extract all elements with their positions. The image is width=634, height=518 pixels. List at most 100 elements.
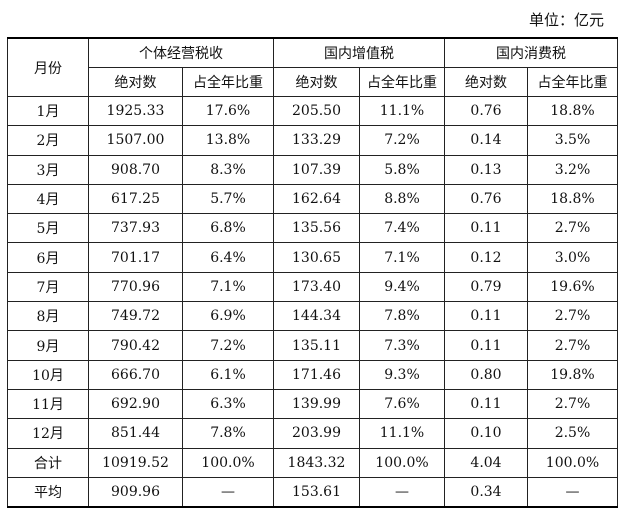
table-row: 8月 749.72 6.9% 144.34 7.8% 0.11 2.7%: [7, 301, 618, 332]
vat-share-cell: 7.2%: [359, 125, 445, 156]
individual-share-cell: 6.1%: [182, 359, 274, 390]
header-sub-absolute: 绝对数: [273, 67, 360, 97]
vat-absolute-cell: 135.56: [273, 213, 360, 244]
vat-absolute-cell: 107.39: [273, 154, 360, 185]
consumption-absolute-cell: 0.34: [444, 476, 528, 509]
consumption-absolute-cell: 0.11: [444, 301, 528, 332]
consumption-absolute-cell: 0.76: [444, 183, 528, 215]
individual-share-cell: 8.3%: [182, 154, 274, 185]
header-group-domestic-consumption-tax: 国内消费税: [444, 37, 618, 68]
month-cell: 12月: [7, 418, 89, 449]
individual-share-cell: 6.4%: [182, 242, 274, 273]
individual-share-cell: 6.8%: [182, 213, 274, 244]
vat-absolute-cell: 130.65: [273, 242, 360, 273]
monthly-tax-table: 月份 个体经营税收 国内增值税 国内消费税 绝对数 占全年比重 绝对数 占全年比…: [7, 37, 618, 509]
header-month: 月份: [7, 37, 89, 97]
table-body: 1月 1925.33 17.6% 205.50 11.1% 0.76 18.8% 2月 1507…: [7, 95, 618, 509]
month-cell: 5月: [7, 213, 89, 244]
vat-absolute-cell: 205.50: [273, 95, 360, 127]
individual-absolute-cell: 1925.33: [88, 95, 183, 127]
month-cell: 7月: [7, 271, 89, 303]
vat-share-cell: 9.4%: [359, 271, 445, 303]
vat-share-cell: 7.1%: [359, 242, 445, 273]
table-row: 12月 851.44 7.8% 203.99 11.1% 0.10 2.5%: [7, 418, 618, 449]
consumption-share-cell: 19.8%: [527, 359, 618, 390]
table-row: 11月 692.90 6.3% 139.99 7.6% 0.11 2.7%: [7, 388, 618, 420]
consumption-absolute-cell: 0.14: [444, 125, 528, 156]
consumption-share-cell: 2.7%: [527, 301, 618, 332]
month-cell: 3月: [7, 154, 89, 185]
consumption-absolute-cell: 0.11: [444, 330, 528, 361]
month-cell: 8月: [7, 301, 89, 332]
consumption-share-cell: 3.5%: [527, 125, 618, 156]
table-row: 4月 617.25 5.7% 162.64 8.8% 0.76 18.8%: [7, 183, 618, 215]
month-cell: 9月: [7, 330, 89, 361]
individual-absolute-cell: 737.93: [88, 213, 183, 244]
table-row: 合计 10919.52 100.0% 1843.32 100.0% 4.04 100.0%: [7, 447, 618, 478]
vat-share-cell: 11.1%: [359, 418, 445, 449]
vat-absolute-cell: 139.99: [273, 388, 360, 420]
vat-share-cell: —: [359, 476, 445, 509]
individual-absolute-cell: 749.72: [88, 301, 183, 332]
vat-share-cell: 5.8%: [359, 154, 445, 185]
month-cell: 6月: [7, 242, 89, 273]
consumption-share-cell: 18.8%: [527, 183, 618, 215]
consumption-absolute-cell: 0.11: [444, 388, 528, 420]
consumption-absolute-cell: 0.80: [444, 359, 528, 390]
month-cell: 平均: [7, 476, 89, 509]
table-row: 9月 790.42 7.2% 135.11 7.3% 0.11 2.7%: [7, 330, 618, 361]
vat-absolute-cell: 153.61: [273, 476, 360, 509]
month-cell: 10月: [7, 359, 89, 390]
month-cell: 合计: [7, 447, 89, 478]
consumption-share-cell: 2.7%: [527, 330, 618, 361]
header-group-individual-business-tax: 个体经营税收: [88, 37, 274, 68]
table-row: 平均 909.96—153.61—0.34—: [7, 476, 618, 509]
table-row: 10月 666.70 6.1% 171.46 9.3% 0.80 19.8%: [7, 359, 618, 390]
month-cell: 2月: [7, 125, 89, 156]
vat-share-cell: 8.8%: [359, 183, 445, 215]
header-sub-absolute: 绝对数: [444, 67, 528, 97]
vat-absolute-cell: 171.46: [273, 359, 360, 390]
vat-absolute-cell: 203.99: [273, 418, 360, 449]
individual-share-cell: 17.6%: [182, 95, 274, 127]
individual-share-cell: 7.1%: [182, 271, 274, 303]
individual-absolute-cell: 770.96: [88, 271, 183, 303]
individual-absolute-cell: 617.25: [88, 183, 183, 215]
consumption-share-cell: 19.6%: [527, 271, 618, 303]
individual-absolute-cell: 908.70: [88, 154, 183, 185]
consumption-share-cell: 2.7%: [527, 388, 618, 420]
header-sub-share: 占全年比重: [359, 67, 445, 97]
header-sub-share: 占全年比重: [182, 67, 274, 97]
vat-absolute-cell: 162.64: [273, 183, 360, 215]
consumption-share-cell: 3.2%: [527, 154, 618, 185]
consumption-share-cell: —: [527, 476, 618, 509]
individual-share-cell: 6.9%: [182, 301, 274, 332]
vat-absolute-cell: 133.29: [273, 125, 360, 156]
vat-share-cell: 7.6%: [359, 388, 445, 420]
consumption-share-cell: 100.0%: [527, 447, 618, 478]
table-row: 3月 908.70 8.3% 107.39 5.8% 0.13 3.2%: [7, 154, 618, 185]
individual-share-cell: 5.7%: [182, 183, 274, 215]
individual-share-cell: 7.8%: [182, 418, 274, 449]
consumption-absolute-cell: 4.04: [444, 447, 528, 478]
individual-absolute-cell: 1507.00: [88, 125, 183, 156]
month-cell: 11月: [7, 388, 89, 420]
table-row: 1月 1925.33 17.6% 205.50 11.1% 0.76 18.8%: [7, 95, 618, 127]
individual-absolute-cell: 909.96: [88, 476, 183, 509]
consumption-share-cell: 2.5%: [527, 418, 618, 449]
consumption-absolute-cell: 0.76: [444, 95, 528, 127]
consumption-share-cell: 3.0%: [527, 242, 618, 273]
table-row: 6月 701.17 6.4% 130.65 7.1% 0.12 3.0%: [7, 242, 618, 273]
consumption-absolute-cell: 0.11: [444, 213, 528, 244]
vat-absolute-cell: 135.11: [273, 330, 360, 361]
vat-absolute-cell: 144.34: [273, 301, 360, 332]
individual-absolute-cell: 10919.52: [88, 447, 183, 478]
vat-absolute-cell: 173.40: [273, 271, 360, 303]
table-row: 7月 770.96 7.1% 173.40 9.4% 0.79 19.6%: [7, 271, 618, 303]
vat-share-cell: 7.3%: [359, 330, 445, 361]
vat-absolute-cell: 1843.32: [273, 447, 360, 478]
vat-share-cell: 7.4%: [359, 213, 445, 244]
table-row: 2月 1507.00 13.8% 133.29 7.2% 0.14 3.5%: [7, 125, 618, 156]
consumption-share-cell: 2.7%: [527, 213, 618, 244]
consumption-absolute-cell: 0.13: [444, 154, 528, 185]
